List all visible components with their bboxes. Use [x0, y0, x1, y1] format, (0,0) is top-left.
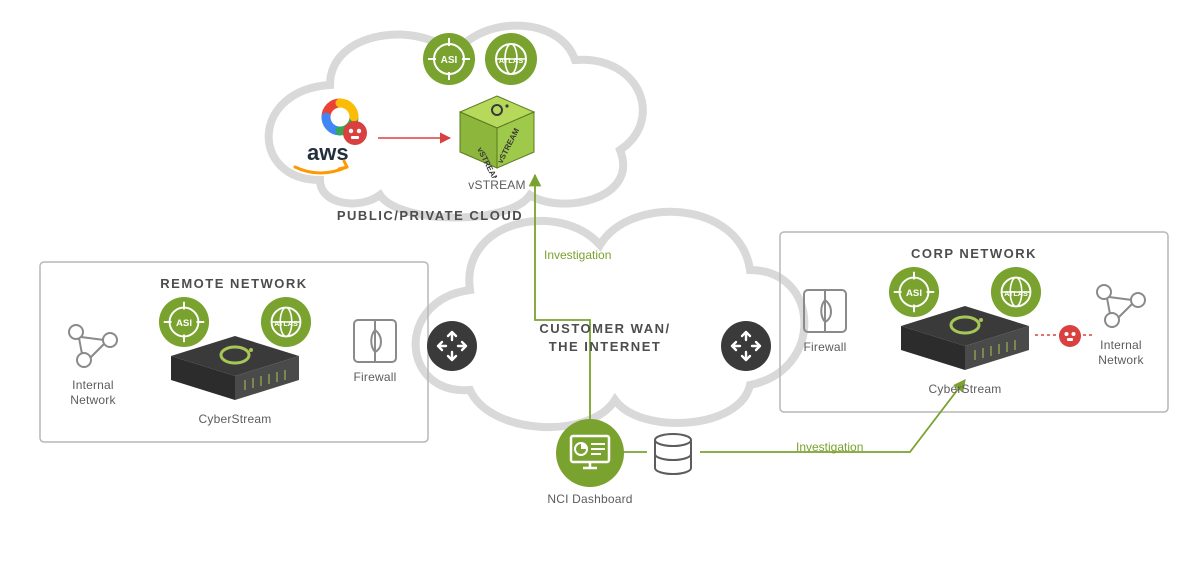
- remote-cyberstream-label: CyberStream: [165, 412, 305, 427]
- wan-title: CUSTOMER WAN/ THE INTERNET: [505, 320, 705, 355]
- corp-network-title: CORP NETWORK: [780, 246, 1168, 261]
- corp-firewall-icon: [800, 286, 850, 341]
- svg-text:ATLAS: ATLAS: [499, 56, 523, 65]
- router-left: [426, 320, 478, 377]
- public-private-cloud-title: PUBLIC/PRIVATE CLOUD: [270, 208, 590, 223]
- remote-internal-network-icon: [62, 318, 124, 377]
- cloud-provider-logos: aws: [285, 95, 380, 190]
- asi-badge-cloud: ASI: [422, 32, 476, 91]
- vstream-label: vSTREAM: [452, 178, 542, 193]
- wan-title-line2: THE INTERNET: [549, 339, 662, 354]
- nci-dashboard-label: NCI Dashboard: [540, 492, 640, 507]
- wan-title-line1: CUSTOMER WAN/: [539, 321, 670, 336]
- asi-badge-corp: ASI: [888, 266, 940, 323]
- edge-label-investigation-1: Investigation: [544, 248, 611, 262]
- edge-label-investigation-2: Investigation: [796, 440, 863, 454]
- atlas-badge-corp: ATLAS: [990, 266, 1042, 323]
- remote-network-title: REMOTE NETWORK: [40, 276, 428, 291]
- svg-text:ASI: ASI: [906, 288, 922, 299]
- corp-firewall-label: Firewall: [790, 340, 860, 355]
- corp-internal-network-icon: [1090, 278, 1152, 337]
- database-icon: [648, 430, 698, 485]
- svg-text:ATLAS: ATLAS: [274, 319, 298, 328]
- vstream-cube: vSTREAM vSTREAM: [452, 88, 542, 183]
- remote-firewall-label: Firewall: [340, 370, 410, 385]
- svg-text:ASI: ASI: [176, 318, 192, 329]
- router-right: [720, 320, 772, 377]
- aws-logo-text: aws: [307, 140, 349, 165]
- corp-internal-label: Internal Network: [1078, 338, 1164, 368]
- asi-badge-remote: ASI: [158, 296, 210, 353]
- remote-internal-label: Internal Network: [50, 378, 136, 408]
- nci-dashboard-icon: [555, 418, 625, 493]
- svg-text:ASI: ASI: [441, 55, 458, 66]
- atlas-badge-remote: ATLAS: [260, 296, 312, 353]
- remote-firewall-icon: [350, 316, 400, 371]
- svg-text:ATLAS: ATLAS: [1004, 289, 1028, 298]
- corp-cyberstream-label: CyberStream: [895, 382, 1035, 397]
- atlas-badge-cloud: ATLAS: [484, 32, 538, 91]
